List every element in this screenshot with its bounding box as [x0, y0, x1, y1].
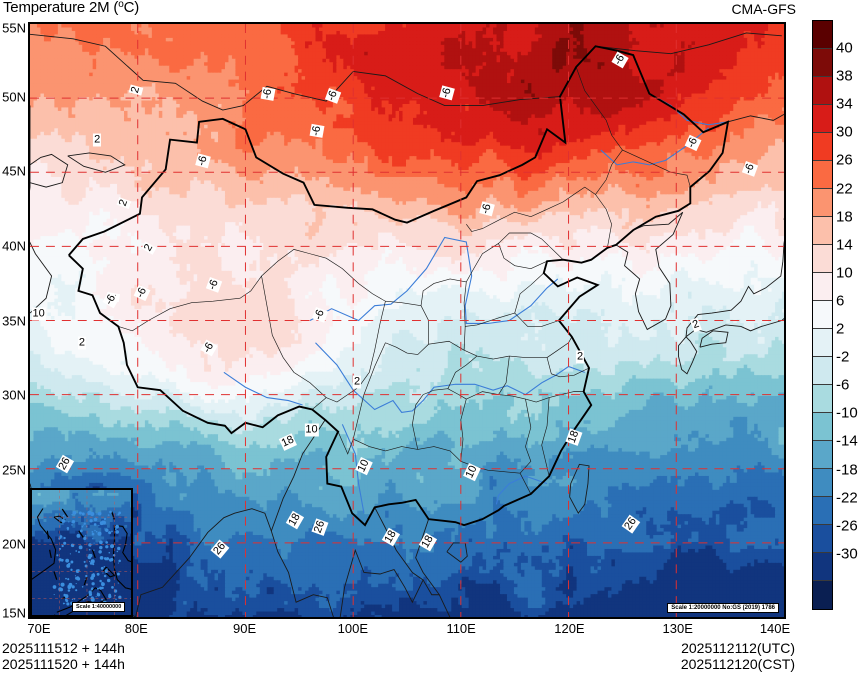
colorbar-swatch-17	[813, 497, 832, 525]
longitude-axis: 70E 80E 90E 100E 110E 120E 130E 140E	[28, 621, 786, 639]
colorbar-swatch-14	[813, 413, 832, 441]
colorbar-swatch-15	[813, 441, 832, 469]
colorbar[interactable]	[812, 20, 833, 610]
colorbar-swatch-1	[813, 49, 832, 77]
map-scale-text: Scale 1:20000000 No:GS (2019) 1786	[667, 603, 779, 613]
colorbar-tick--6: -6	[836, 377, 849, 394]
colorbar-tick--30: -30	[836, 545, 858, 562]
model-label: CMA-GFS	[731, 1, 796, 17]
footer-right-line-2: 2025112120(CST)	[681, 656, 795, 672]
lat-tick-15N: 15N	[2, 606, 26, 621]
colorbar-tick-40: 40	[836, 40, 853, 57]
colorbar-swatch-3	[813, 105, 832, 133]
contour-label: 2	[576, 350, 584, 363]
lon-tick-110E: 110E	[446, 621, 475, 636]
lat-tick-35N: 35N	[2, 313, 26, 328]
colorbar-tick--22: -22	[836, 489, 858, 506]
lon-tick-80E: 80E	[125, 621, 148, 636]
colorbar-tick-10: 10	[836, 264, 853, 281]
contour-label: 2	[78, 337, 86, 350]
map-frame[interactable]: 222222222-6-6-6-6-6-6-6-6-6-6-6-6-6-6101…	[28, 22, 786, 619]
contour-label: 10	[32, 307, 46, 320]
lat-tick-55N: 55N	[2, 21, 26, 36]
colorbar-tick--18: -18	[836, 461, 858, 478]
inset-scale-text: Scale 1:40000000	[72, 602, 125, 612]
colorbar-tick-2: 2	[836, 321, 844, 338]
contour-label: 2	[353, 376, 361, 389]
colorbar-tick-34: 34	[836, 96, 853, 113]
colorbar-tick-6: 6	[836, 292, 844, 309]
page-title-unit: C)	[124, 0, 139, 16]
footer-valid-times: 2025112112(UTC) 2025112120(CST)	[681, 640, 795, 672]
lat-tick-25N: 25N	[2, 462, 26, 477]
colorbar-tick-22: 22	[836, 180, 853, 197]
contour-label: -6	[261, 87, 276, 101]
inset-map-south-china-sea[interactable]: Scale 1:40000000	[30, 488, 133, 617]
colorbar-swatch-6	[813, 189, 832, 217]
page-title-text: Temperature 2M (	[3, 0, 118, 16]
colorbar-tick--14: -14	[836, 433, 858, 450]
lon-tick-70E: 70E	[27, 621, 50, 636]
footer-right-line-1: 2025112112(UTC)	[681, 640, 795, 656]
lat-tick-20N: 20N	[2, 537, 26, 552]
colorbar-swatch-9	[813, 273, 832, 301]
colorbar-tick--2: -2	[836, 349, 849, 366]
colorbar-tick-38: 38	[836, 68, 853, 85]
colorbar-tick-26: 26	[836, 152, 853, 169]
colorbar-swatch-11	[813, 329, 832, 357]
latitude-axis: 55N 50N 45N 40N 35N 30N 25N 20N 15N	[0, 22, 26, 619]
colorbar-tick--10: -10	[836, 405, 858, 422]
lon-tick-130E: 130E	[663, 621, 693, 636]
footer-left-line-1: 2025111512 + 144h	[2, 640, 125, 656]
contour-label: -6	[439, 85, 455, 100]
colorbar-swatch-4	[813, 133, 832, 161]
colorbar-swatch-20	[813, 581, 832, 609]
lon-tick-90E: 90E	[233, 621, 256, 636]
colorbar-swatch-19	[813, 553, 832, 581]
colorbar-tick-labels: 40 38 34 30 26 22 18 14 10 6 2 -2 -6 -10 -14 -18 -22 -26 -…	[836, 20, 859, 610]
colorbar-swatch-0	[813, 21, 832, 49]
colorbar-swatch-8	[813, 245, 832, 273]
lat-tick-30N: 30N	[2, 388, 26, 403]
footer-init-times: 2025111512 + 144h 2025111520 + 144h	[2, 640, 125, 672]
colorbar-swatch-2	[813, 77, 832, 105]
colorbar-tick--26: -26	[836, 517, 858, 534]
temperature-map[interactable]	[30, 24, 784, 617]
colorbar-tick-18: 18	[836, 208, 853, 225]
lat-tick-45N: 45N	[2, 164, 26, 179]
lat-tick-50N: 50N	[2, 89, 26, 104]
lon-tick-100E: 100E	[338, 621, 368, 636]
colorbar-swatch-18	[813, 525, 832, 553]
colorbar-swatch-12	[813, 357, 832, 385]
colorbar-swatch-7	[813, 217, 832, 245]
colorbar-swatch-5	[813, 161, 832, 189]
page-title: Temperature 2M (oC)	[3, 0, 139, 16]
colorbar-tick-30: 30	[836, 124, 853, 141]
lat-tick-40N: 40N	[2, 238, 26, 253]
colorbar-swatch-10	[813, 301, 832, 329]
colorbar-swatch-13	[813, 385, 832, 413]
footer-left-line-2: 2025111520 + 144h	[2, 656, 125, 672]
colorbar-tick-14: 14	[836, 236, 853, 253]
lon-tick-120E: 120E	[554, 621, 584, 636]
contour-label: 10	[304, 423, 318, 436]
lon-tick-140E: 140E	[760, 621, 790, 636]
colorbar-swatch-16	[813, 469, 832, 497]
contour-label: 2	[93, 134, 101, 147]
